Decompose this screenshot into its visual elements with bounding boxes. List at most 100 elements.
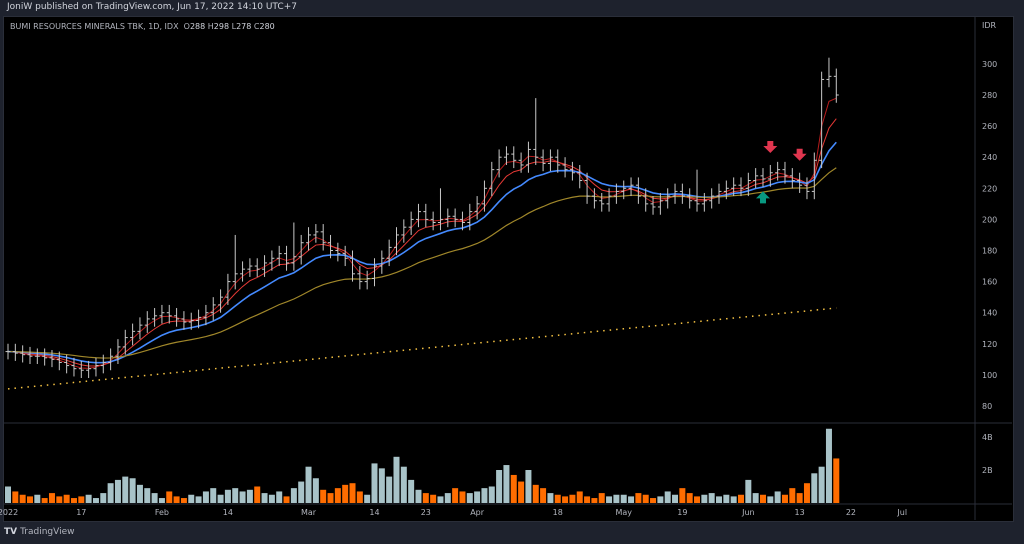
close-value: 280 bbox=[259, 22, 275, 31]
time-tick-label: May bbox=[615, 508, 632, 517]
symbol-name: BUMI RESOURCES MINERALS TBK, 1D, IDX bbox=[10, 22, 179, 31]
moving-average-3 bbox=[7, 97, 837, 369]
time-tick-label: 23 bbox=[421, 508, 431, 517]
time-tick-label: Mar bbox=[301, 508, 317, 517]
volume-bar bbox=[716, 496, 723, 503]
volume-bar bbox=[239, 491, 246, 503]
volume-bar bbox=[63, 494, 70, 503]
volume-bar bbox=[166, 491, 173, 503]
price-tick-label: 240 bbox=[982, 153, 997, 162]
volume-bar bbox=[400, 466, 407, 503]
volume-bar bbox=[811, 473, 818, 503]
tradingview-logo[interactable]: TV TradingView bbox=[4, 527, 75, 537]
volume-bar bbox=[481, 488, 488, 503]
volume-bar bbox=[158, 498, 165, 503]
volume-bar bbox=[584, 496, 591, 503]
volume-bar bbox=[547, 493, 554, 503]
volume-bar bbox=[144, 488, 151, 503]
volume-bar bbox=[598, 493, 605, 503]
volume-bar bbox=[349, 483, 356, 503]
volume-bar bbox=[723, 494, 730, 503]
volume-tick-label: 2B bbox=[982, 466, 993, 475]
volume-bar bbox=[613, 494, 620, 503]
volume-bar bbox=[430, 494, 437, 503]
volume-bar bbox=[268, 494, 275, 503]
volume-bar bbox=[437, 496, 444, 503]
volume-bar bbox=[679, 488, 686, 503]
volume-bar bbox=[488, 486, 495, 503]
volume-bar bbox=[378, 468, 385, 503]
volume-bar bbox=[12, 491, 19, 503]
moving-average-6 bbox=[7, 118, 837, 367]
low-value: 278 bbox=[236, 22, 252, 31]
volume-bar bbox=[503, 465, 510, 503]
price-tick-label: 200 bbox=[982, 215, 997, 224]
chart-frame[interactable] bbox=[3, 16, 1014, 522]
volume-bar bbox=[774, 491, 781, 503]
volume-bar bbox=[371, 463, 378, 503]
publish-info: JoniW published on TradingView.com, Jun … bbox=[7, 2, 297, 12]
volume-bar bbox=[246, 489, 253, 503]
volume-bar bbox=[356, 491, 363, 503]
volume-bar bbox=[444, 493, 451, 503]
volume-bar bbox=[664, 491, 671, 503]
volume-bar bbox=[628, 496, 635, 503]
volume-bar bbox=[532, 484, 539, 503]
volume-bar bbox=[386, 476, 393, 503]
high-value: 298 bbox=[213, 22, 230, 31]
high-label: H bbox=[207, 22, 214, 31]
volume-bar bbox=[393, 456, 400, 503]
volume-bar bbox=[474, 491, 481, 503]
volume-bar bbox=[107, 483, 114, 503]
symbol-legend: BUMI RESOURCES MINERALS TBK, 1D, IDX O28… bbox=[10, 22, 275, 31]
volume-bar bbox=[518, 481, 525, 503]
brand-name: TradingView bbox=[20, 527, 75, 537]
time-tick-label: 17 bbox=[76, 508, 86, 517]
volume-bar bbox=[85, 494, 92, 503]
time-tick-label: 14 bbox=[369, 508, 379, 517]
arrow-down-icon bbox=[792, 148, 807, 161]
volume-bar bbox=[136, 484, 143, 503]
volume-bar bbox=[620, 494, 627, 503]
volume-bar bbox=[188, 494, 195, 503]
volume-bar bbox=[825, 428, 832, 503]
time-tick-label: 18 bbox=[553, 508, 563, 517]
open-value: 288 bbox=[189, 22, 206, 31]
volume-bar bbox=[254, 486, 261, 503]
time-tick-label: Jul bbox=[896, 508, 907, 517]
volume-bar bbox=[701, 494, 708, 503]
volume-bar bbox=[56, 496, 63, 503]
volume-bar bbox=[78, 496, 85, 503]
volume-bar bbox=[202, 491, 209, 503]
volume-bar bbox=[452, 488, 459, 503]
volume-bar bbox=[290, 488, 297, 503]
volume-bar bbox=[496, 470, 503, 503]
volume-bar bbox=[312, 478, 319, 503]
volume-bar bbox=[48, 493, 55, 503]
time-tick-label: Jun bbox=[741, 508, 755, 517]
volume-bar bbox=[5, 486, 11, 503]
price-tick-label: 100 bbox=[982, 371, 997, 380]
volume-bar bbox=[759, 494, 766, 503]
volume-bar bbox=[591, 498, 598, 503]
volume-bar bbox=[576, 491, 583, 503]
volume-bar bbox=[781, 494, 788, 503]
volume-bar bbox=[41, 498, 48, 503]
arrow-down-icon bbox=[763, 140, 778, 153]
arrow-up-icon bbox=[755, 191, 770, 204]
volume-bar bbox=[708, 493, 715, 503]
volume-bar bbox=[745, 479, 752, 503]
tv-logo-icon: TV bbox=[4, 527, 18, 537]
price-tick-label: 220 bbox=[982, 184, 997, 193]
time-tick-label: 13 bbox=[795, 508, 805, 517]
volume-bar bbox=[730, 496, 737, 503]
volume-bar bbox=[415, 489, 422, 503]
price-tick-label: 260 bbox=[982, 122, 997, 131]
volume-bar bbox=[26, 496, 33, 503]
volume-bar bbox=[818, 466, 825, 503]
low-label: L bbox=[231, 22, 237, 31]
volume-bar bbox=[122, 476, 129, 503]
volume-bar bbox=[796, 493, 803, 503]
volume-bar bbox=[642, 494, 649, 503]
